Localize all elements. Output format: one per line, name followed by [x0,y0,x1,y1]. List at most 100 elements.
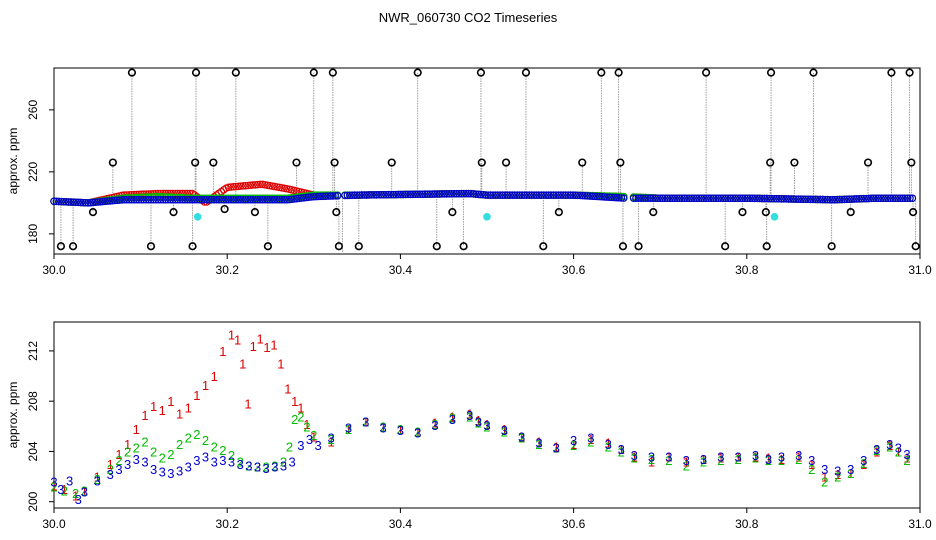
series-3-point [86,198,95,207]
series-2-marker: 2 [141,434,148,449]
top-plot-frame [53,67,921,255]
series-1-marker: 1 [895,444,902,459]
series-3-point [384,190,393,199]
series-3-point [767,194,776,203]
series-1-marker: 1 [193,388,200,403]
series-1-marker: 1 [61,482,68,497]
series-3-marker: 3 [185,460,192,475]
series-3-point [569,191,577,199]
series-3-marker: 3 [605,437,612,452]
series-3-point [477,190,485,199]
series-2-marker: 2 [310,428,317,443]
series-3-point [867,194,875,203]
series-3-point [135,196,143,204]
series-2-marker: 2 [185,431,192,446]
chart-title: NWR_060730 CO2 Timeseries [379,10,558,25]
series-3-point [91,198,99,207]
series-3-marker: 3 [717,449,724,464]
series-3-point [312,192,320,201]
series-2-marker: 2 [81,483,88,498]
series-3-point [848,195,856,203]
series-2-marker: 2 [50,480,57,495]
flagged-point [309,68,318,77]
series-1-marker: 1 [250,339,257,354]
series-3-marker: 3 [795,448,802,463]
series-3-marker: 3 [648,449,655,464]
series-1-marker: 1 [700,452,707,467]
series-3-marker: 3 [280,458,287,473]
flagged-point [827,242,836,251]
flagged-point [863,158,873,167]
series-3-point [113,196,121,205]
series-2-marker: 2 [115,453,122,468]
series-1-marker: 1 [834,467,841,482]
series-1-marker: 1 [277,356,284,371]
series-3-point [285,195,293,204]
top-y-axis-label: approx. ppm [6,128,20,195]
series-1-marker: 1 [94,470,101,485]
series-3-point [615,194,623,202]
series-1-marker: 1 [72,488,79,503]
series-2-marker: 2 [280,455,287,470]
series-3-point [50,197,58,206]
series-3-point [394,190,403,199]
series-3-point [639,194,647,202]
series-3-point [69,198,78,206]
top-x-tick-label: 30.2 [216,263,240,277]
series-2-marker: 2 [94,472,101,487]
series-3-point [549,191,558,199]
series-3-point [171,196,179,204]
series-3-marker: 3 [57,482,64,497]
series-3-point [152,196,160,204]
series-3-point [862,194,871,203]
series-3-point [367,191,376,199]
series-3-point [399,190,407,199]
series-3-marker: 3 [683,453,690,468]
top-panel: 30.0 30.2 30.4 30.6 30.8 31.0 180 220 260 appro… [6,67,932,277]
series-1-marker: 1 [518,429,525,444]
flagged-point [432,242,441,251]
cyan-point [483,213,491,221]
series-3-point [355,191,364,199]
series-3-marker: 3 [211,455,218,470]
series-3-point [462,189,470,198]
series-3-marker: 3 [431,418,438,433]
flagged-point [263,242,273,251]
series-2-marker: 2 [124,444,131,459]
series-3-point [809,195,817,204]
series-3-marker: 3 [176,463,183,478]
series-3-point [101,197,109,206]
bottom-y-tick-label: 204 [26,441,40,461]
series-3-point [860,194,868,203]
series-2-marker: 2 [297,409,304,424]
series-3-point [321,192,330,200]
series-3-point [515,191,524,199]
series-1-marker: 1 [310,429,317,444]
series-1-point [241,181,250,190]
series-3-point [491,191,500,199]
series-3-point [319,192,327,201]
series-3-point [818,195,827,204]
bottom-x-axis: 30.0 30.2 30.4 30.6 30.8 31.0 [42,508,932,531]
series-1-point [251,181,260,189]
series-3-point [704,194,713,202]
series-1-marker: 1 [81,483,88,498]
series-3-point [617,194,626,202]
series-3-point [666,194,674,202]
series-3-point [537,191,546,199]
series-3-point [738,194,747,202]
series-1-marker: 1 [414,424,421,439]
series-3-marker: 3 [475,414,482,429]
flagged-point [501,158,511,167]
series-3-point [232,196,240,204]
cyan-point [770,213,779,221]
series-3-point [270,196,279,204]
series-1-marker: 1 [631,449,638,464]
series-3-marker: 3 [306,432,313,447]
series-3-point [130,196,138,204]
series-3-point [755,194,764,203]
series-3-point [736,194,744,202]
series-3-marker: 3 [873,442,880,457]
series-1-marker: 1 [570,437,577,452]
series-3-point [571,191,580,199]
